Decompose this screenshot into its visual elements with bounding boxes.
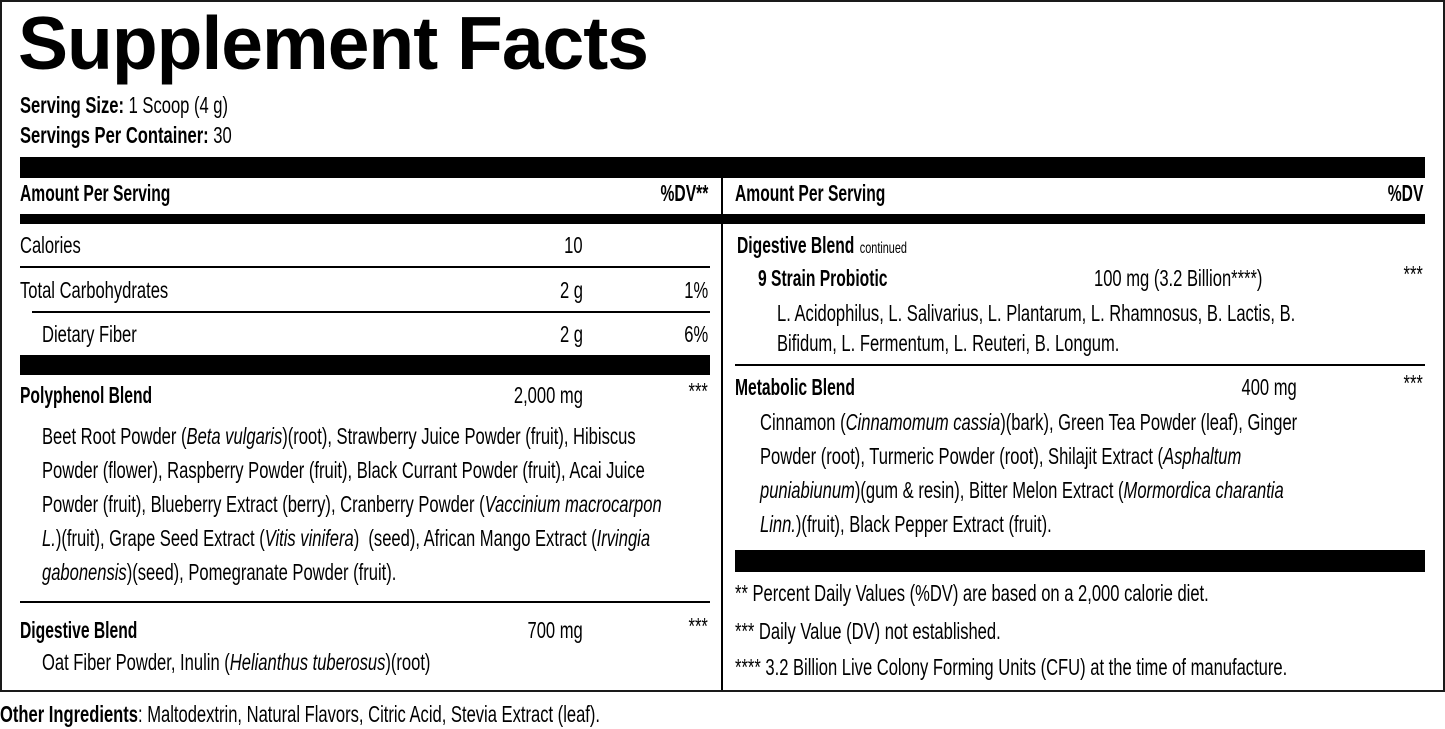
latin-name: Vitis vinifera [264,525,354,551]
latin-name: gabonensis [42,559,127,585]
metabolic-blend-amount: 400 mg [1241,374,1297,400]
top-bar [20,157,1425,178]
servings-per-container-value: 30 [213,122,232,148]
row-divider [735,364,1425,366]
polyphenol-blend-dv: *** [688,378,708,404]
ingredient-text: )(gum & resin), Bitter Melon Extract ( [854,477,1124,503]
ingredient-text: L. Acidophilus, L. Salivarius, L. Planta… [777,300,1296,326]
ingredient-line: L.)(fruit), Grape Seed Extract (Vitis vi… [42,523,650,553]
latin-name: L. [42,525,56,551]
footnote-cfu: **** 3.2 Billion Live Colony Forming Uni… [735,654,1288,680]
ingredient-line: gabonensis)(seed), Pomegranate Powder (f… [42,557,396,587]
total-carbs-label: Total Carbohydrates [20,277,169,303]
ingredient-line: Powder (flower), Raspberry Powder (fruit… [42,455,645,485]
ingredient-line: Cinnamon (Cinnamomum cassia)(bark), Gree… [760,407,1297,437]
row-divider [32,311,710,313]
metabolic-blend-name: Metabolic Blend [735,374,855,400]
probiotic-name: 9 Strain Probiotic [758,265,888,291]
ingredient-text: Powder (root), Turmeric Powder (root), S… [760,443,1164,469]
calories-amount: 10 [564,232,583,258]
latin-name: Irvingia [596,525,651,551]
polyphenol-blend-amount: 2,000 mg [513,382,583,408]
latin-name: Asphaltum [1163,443,1242,469]
latin-name: Beta vulgaris [186,423,283,449]
ingredient-line: Bifidum, L. Fermentum, L. Reuteri, B. Lo… [777,328,1119,358]
ingredient-line: Oat Fiber Powder, Inulin (Helianthus tub… [42,647,430,677]
digestive-continued-heading: Digestive Blend continued [737,230,907,264]
ingredient-text: )(root) [385,649,431,675]
ingredient-line: puniabiunum)(gum & resin), Bitter Melon … [760,475,1284,505]
left-header-amount: Amount Per Serving [20,180,171,206]
ingredient-text: )(fruit), Black Pepper Extract (fruit). [795,511,1052,537]
ingredient-text: )(fruit), Grape Seed Extract ( [55,525,265,551]
section-bar [20,355,710,375]
metabolic-blend-dv: *** [1403,370,1423,396]
ingredient-text: Beet Root Powder ( [42,423,187,449]
ingredient-text: Powder (flower), Raspberry Powder (fruit… [42,457,645,483]
servings-per-container-label: Servings Per Container: [20,122,209,148]
ingredient-text: )(root), Strawberry Juice Powder (fruit)… [282,423,636,449]
ingredient-text: )(bark), Green Tea Powder (leaf), Ginger [1000,409,1298,435]
latin-name: Linn. [760,511,796,537]
probiotic-amount: 100 mg (3.2 Billion****) [1094,265,1263,291]
digestive-blend-amount: 700 mg [527,617,583,643]
polyphenol-blend-name: Polyphenol Blend [20,382,153,408]
ingredient-line: L. Acidophilus, L. Salivarius, L. Planta… [777,298,1295,328]
ingredient-line: Powder (root), Turmeric Powder (root), S… [760,441,1241,471]
other-ingredients-value: : Maltodextrin, Natural Flavors, Citric … [138,701,601,727]
dietary-fiber-amount: 2 g [559,321,583,347]
ingredient-text: Bifidum, L. Fermentum, L. Reuteri, B. Lo… [777,330,1120,356]
ingredient-line: Linn.)(fruit), Black Pepper Extract (fru… [760,509,1052,539]
continued-note: continued [859,240,907,257]
latin-name: Helianthus tuberosus [229,649,386,675]
servings-per-container: Servings Per Container: 30 [20,120,232,150]
latin-name: Cinnamomum cassia [845,409,1001,435]
total-carbs-amount: 2 g [559,277,583,303]
total-carbs-dv: 1% [684,277,708,303]
other-ingredients: Other Ingredients: Maltodextrin, Natural… [0,699,600,729]
serving-size: Serving Size: 1 Scoop (4 g) [20,90,228,120]
digestive-continued-name: Digestive Blend [737,232,855,258]
ingredient-text: )(seed), Pomegranate Powder (fruit). [126,559,397,585]
serving-size-label: Serving Size: [20,92,124,118]
ingredient-line: Powder (fruit), Blueberry Extract (berry… [42,489,662,519]
digestive-blend-dv: *** [688,613,708,639]
right-header-amount: Amount Per Serving [735,180,886,206]
row-divider [20,601,710,603]
page-title: Supplement Facts [18,1,649,85]
probiotic-dv: *** [1403,261,1423,287]
serving-size-value: 1 Scoop (4 g) [128,92,229,118]
ingredient-text: Powder (fruit), Blueberry Extract (berry… [42,491,485,517]
ingredient-text: ) (seed), African Mango Extract ( [353,525,597,551]
column-divider [721,178,723,690]
latin-name: Mormordica charantia [1123,477,1284,503]
left-header-dv: %DV** [660,180,708,206]
other-ingredients-label: Other Ingredients [0,701,139,727]
ingredient-text: Cinnamon ( [760,409,846,435]
ingredient-line: Beet Root Powder (Beta vulgaris)(root), … [42,421,636,451]
latin-name: puniabiunum [760,477,855,503]
latin-name: Vaccinium macrocarpon [484,491,662,517]
footnote-not-established: *** Daily Value (DV) not established. [735,618,1001,644]
ingredient-text: Oat Fiber Powder, Inulin ( [42,649,230,675]
dietary-fiber-dv: 6% [684,321,708,347]
footnote-bar [735,550,1425,572]
calories-label: Calories [20,232,81,258]
footnote-dv: ** Percent Daily Values (%DV) are based … [735,580,1209,606]
digestive-blend-name: Digestive Blend [20,617,138,643]
label-border [0,0,1445,692]
row-divider [20,266,710,268]
right-header-dv: %DV [1387,180,1423,206]
dietary-fiber-label: Dietary Fiber [42,321,137,347]
